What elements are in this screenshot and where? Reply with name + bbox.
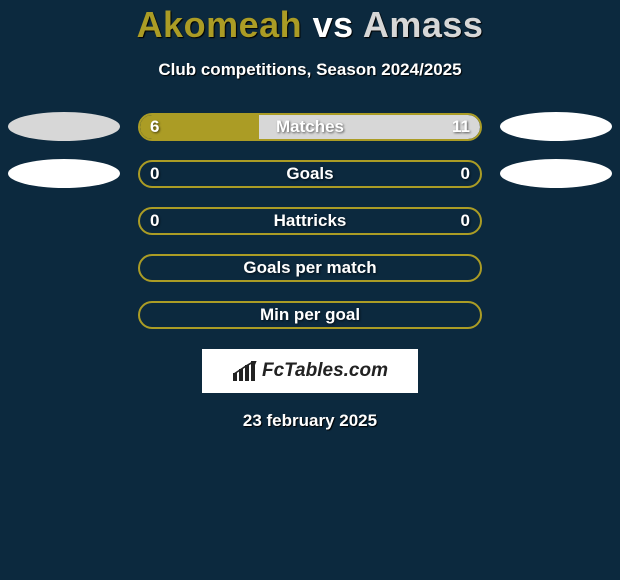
stat-row: Min per goal (0, 300, 620, 329)
bar-chart-icon (232, 361, 258, 381)
stat-rows: 6 Matches 11 0 Goals 0 0 (0, 112, 620, 329)
ellipse-icon (500, 112, 612, 141)
stat-bar: 6 Matches 11 (138, 113, 482, 141)
stat-label: Goals (286, 164, 333, 184)
subtitle: Club competitions, Season 2024/2025 (158, 60, 461, 80)
stat-left-value: 0 (150, 164, 159, 184)
stat-label: Goals per match (243, 258, 376, 278)
stat-left-value: 6 (150, 117, 159, 137)
date-text: 23 february 2025 (243, 411, 377, 431)
comparison-card: Akomeah vs Amass Club competitions, Seas… (0, 0, 620, 431)
stat-label: Hattricks (274, 211, 347, 231)
fctables-logo: FcTables.com (232, 360, 388, 382)
stat-row: Goals per match (0, 253, 620, 282)
stat-bar: 0 Hattricks 0 (138, 207, 482, 235)
stat-row: 0 Hattricks 0 (0, 206, 620, 235)
logo-text: FcTables.com (262, 360, 388, 382)
stat-row: 6 Matches 11 (0, 112, 620, 141)
stat-bar: 0 Goals 0 (138, 160, 482, 188)
stat-row: 0 Goals 0 (0, 159, 620, 188)
stat-bar: Min per goal (138, 301, 482, 329)
stat-bar: Goals per match (138, 254, 482, 282)
stat-label: Min per goal (260, 305, 360, 325)
stat-label: Matches (276, 117, 344, 137)
ellipse-icon (8, 159, 120, 188)
stat-right-value: 11 (452, 117, 470, 137)
player2-name: Amass (363, 4, 484, 45)
stat-left-value: 0 (150, 211, 159, 231)
stat-right-value: 0 (461, 211, 470, 231)
page-title: Akomeah vs Amass (137, 4, 484, 46)
ellipse-icon (8, 112, 120, 141)
fctables-logo-link[interactable]: FcTables.com (202, 349, 418, 393)
player1-name: Akomeah (137, 4, 303, 45)
stat-right-value: 0 (461, 164, 470, 184)
ellipse-icon (500, 159, 612, 188)
vs-text: vs (313, 4, 354, 45)
